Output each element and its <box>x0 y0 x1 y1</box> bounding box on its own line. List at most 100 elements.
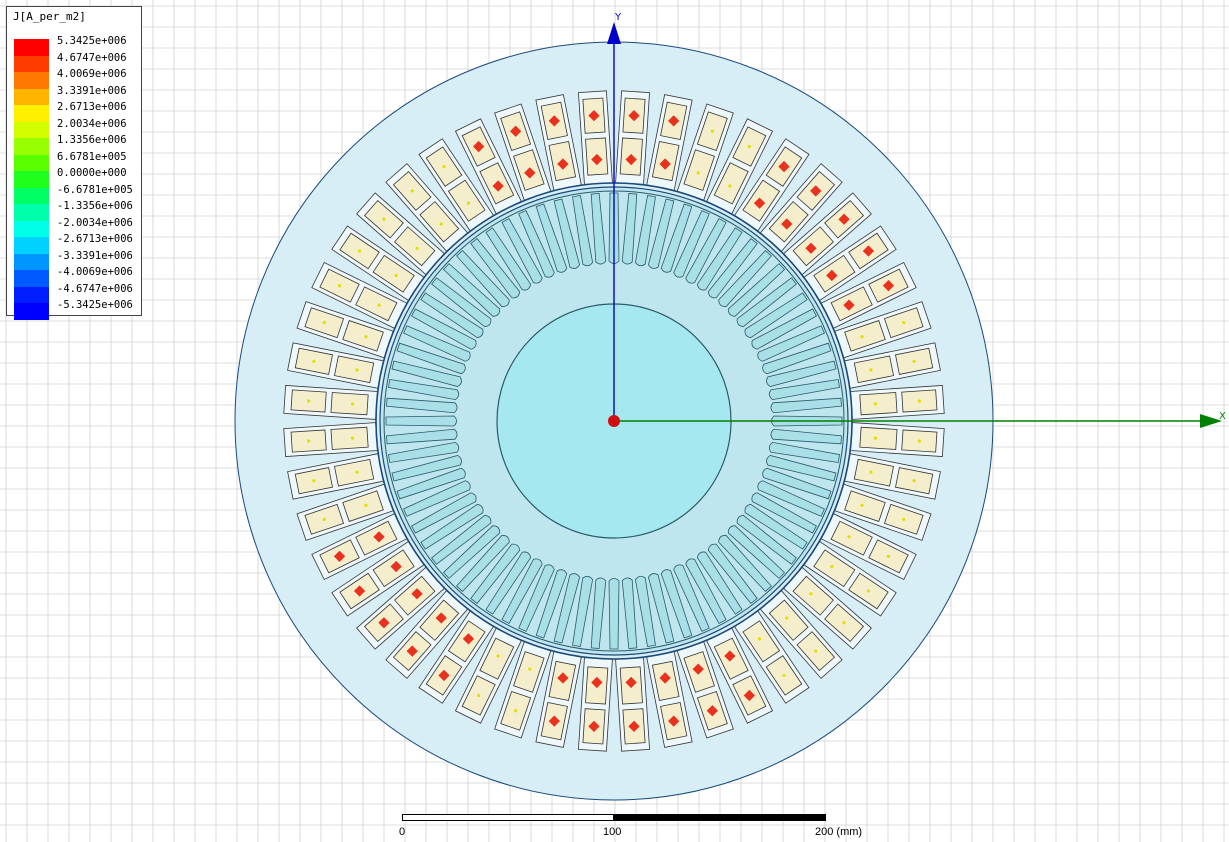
conductor-marker <box>842 621 846 625</box>
conductor-marker-hot <box>492 180 504 192</box>
conductor-marker <box>442 164 446 169</box>
conductor-marker <box>350 402 355 406</box>
rotor-bar <box>770 428 842 445</box>
legend-swatch <box>14 138 49 155</box>
conductor-marker <box>902 321 906 325</box>
conductor-marker-hot <box>591 153 603 166</box>
conductor-marker <box>886 554 891 558</box>
conductor-marker <box>410 189 414 193</box>
rotor-bar <box>736 514 797 565</box>
conductor-marker <box>917 399 921 403</box>
conductor-marker-hot <box>805 242 817 254</box>
rotor-bar <box>696 551 743 615</box>
legend-value: 1.3356e+006 <box>57 134 127 146</box>
conductor-marker <box>514 709 518 713</box>
rotor-bar <box>634 575 656 648</box>
conductor-marker <box>757 637 762 641</box>
rotor-bar <box>403 325 471 362</box>
conductor-marker-hot <box>438 669 450 682</box>
conductor-marker-hot <box>557 158 569 170</box>
conductor-marker-hot <box>524 167 536 179</box>
conductor-marker <box>860 335 864 339</box>
rotor-bar <box>387 379 460 401</box>
x-axis-arrow-icon <box>1200 414 1222 428</box>
scale-bar: 0 100 200 (mm) <box>395 812 862 842</box>
legend-value: -3.3391e+006 <box>57 249 133 262</box>
conductor-marker-hot <box>778 160 790 173</box>
coil-bottom <box>859 392 898 416</box>
conductor-marker-hot <box>411 588 423 600</box>
conductor-marker <box>377 303 381 307</box>
legend-swatch <box>14 220 49 237</box>
rotor-bar <box>673 564 710 632</box>
rotor-bar <box>396 342 466 375</box>
coil-bottom <box>792 575 834 616</box>
coil-bottom <box>813 549 856 588</box>
rotor-bar <box>391 360 462 387</box>
coil-bottom <box>859 426 898 450</box>
conductor-marker <box>869 470 873 474</box>
legend-value: -4.6747e+006 <box>57 282 133 295</box>
legend-value: 0.0000e+000 <box>57 167 127 179</box>
legend-swatch <box>14 154 49 171</box>
rotor-bar <box>501 218 543 284</box>
conductor-marker <box>902 517 906 521</box>
rotor-bar <box>718 534 772 593</box>
rotor-bar <box>386 397 458 414</box>
conductor-marker-hot <box>557 672 569 684</box>
conductor-marker-hot <box>862 245 875 257</box>
rotor-bar <box>762 467 832 500</box>
rotor-bar <box>707 543 758 604</box>
conductor-marker-hot <box>462 633 475 645</box>
conductor-marker <box>312 479 316 483</box>
field-legend[interactable]: J[A_per_m2] 5.3425e+006 4.6747e+006 4.0069… <box>6 6 142 320</box>
legend-value: 5.3425e+006 <box>57 35 127 47</box>
rotor-bar <box>403 480 471 517</box>
conductor-marker <box>394 273 398 278</box>
conductor-marker <box>873 436 878 440</box>
conductor-marker-hot <box>390 560 402 573</box>
conductor-marker-hot <box>743 689 755 702</box>
rotor-bar <box>518 210 555 278</box>
coil-bottom <box>419 201 460 243</box>
conductor-marker-hot <box>353 585 366 597</box>
rotor-bar <box>757 325 825 362</box>
coil-bottom <box>713 162 749 205</box>
conductor-marker <box>866 589 871 593</box>
coil-bottom <box>768 599 809 641</box>
legend-swatch <box>14 171 49 188</box>
conductor-marker <box>322 321 326 325</box>
conductor-marker <box>415 246 419 250</box>
rotor-bar <box>501 558 543 624</box>
conductor-marker-hot <box>826 269 838 282</box>
rotor-bar <box>660 569 693 639</box>
rotor-bar <box>387 441 460 463</box>
coil-bottom <box>330 426 369 450</box>
legend-swatch <box>14 88 49 105</box>
conductor-marker <box>912 479 916 483</box>
rotor-bar <box>648 198 675 269</box>
legend-swatch <box>14 237 49 254</box>
conductor-marker-hot <box>659 672 671 684</box>
conductor-marker <box>873 402 878 406</box>
conductor-marker <box>307 399 311 403</box>
legend-value: -1.3356e+006 <box>57 200 133 212</box>
conductor-marker <box>477 693 481 698</box>
conductor-marker-hot <box>588 720 600 733</box>
conductor-marker-hot <box>753 197 766 209</box>
conductor-marker <box>869 368 873 372</box>
rotor-bar <box>456 534 510 593</box>
rotor-bar <box>431 514 492 565</box>
rotor-bar <box>621 577 638 649</box>
legend-value: -6.6781e+005 <box>57 183 133 196</box>
conductor-marker <box>496 654 500 658</box>
rotor-bar <box>411 308 477 350</box>
coil-bottom <box>334 458 375 487</box>
conductor-marker-hot <box>473 140 485 153</box>
rotor-bar <box>420 292 484 339</box>
conductor-marker-hot <box>838 213 850 225</box>
conductor-marker <box>830 564 834 569</box>
conductor-marker <box>439 222 443 226</box>
